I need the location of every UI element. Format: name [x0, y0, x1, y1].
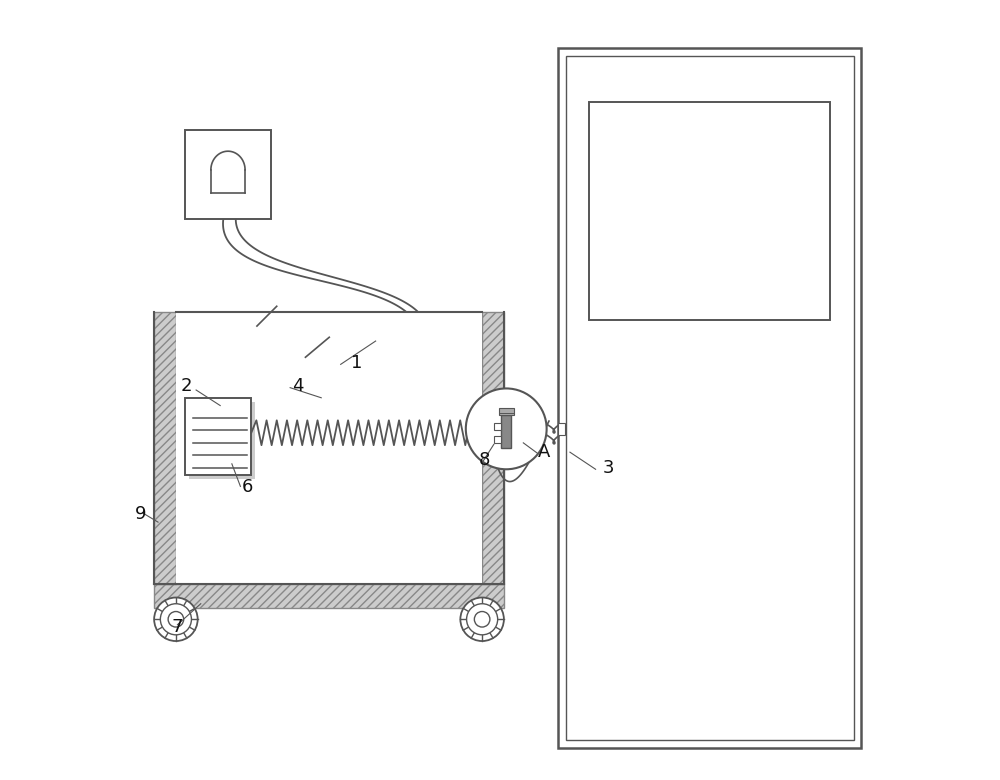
Bar: [558, 423, 565, 435]
Circle shape: [460, 597, 504, 641]
Bar: [558, 48, 861, 747]
Circle shape: [160, 604, 191, 635]
Circle shape: [154, 597, 198, 641]
Text: A: A: [538, 443, 550, 461]
Bar: [154, 312, 176, 584]
Circle shape: [474, 612, 490, 627]
Bar: [482, 312, 504, 584]
Text: 1: 1: [351, 354, 362, 372]
Bar: [566, 56, 854, 739]
Circle shape: [466, 388, 547, 470]
Bar: [154, 584, 504, 608]
Circle shape: [168, 612, 184, 627]
Bar: [185, 129, 271, 219]
Text: 7: 7: [172, 618, 183, 636]
Text: 9: 9: [135, 505, 147, 523]
Bar: [589, 102, 830, 320]
Bar: [494, 435, 501, 442]
Text: 6: 6: [242, 478, 253, 496]
Text: 4: 4: [292, 377, 304, 395]
Text: 3: 3: [603, 459, 615, 477]
Bar: [176, 312, 482, 584]
Text: 2: 2: [180, 377, 192, 395]
Text: 8: 8: [479, 451, 490, 469]
Circle shape: [467, 604, 498, 635]
Bar: [499, 408, 514, 415]
Bar: [185, 398, 251, 476]
Bar: [494, 423, 501, 430]
Bar: [189, 402, 255, 480]
Bar: [501, 415, 511, 448]
